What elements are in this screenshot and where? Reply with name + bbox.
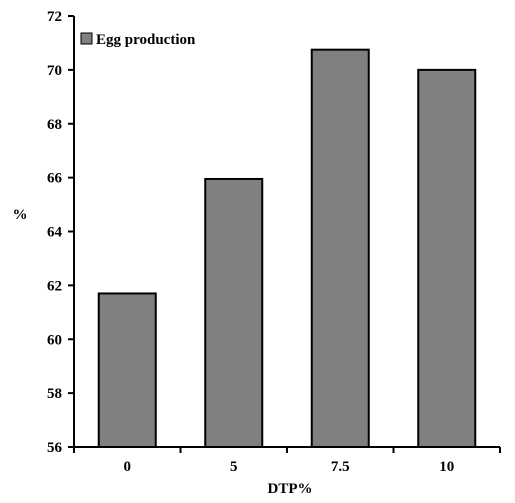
y-tick-label: 66 — [47, 171, 63, 187]
y-tick-label: 58 — [47, 386, 62, 402]
y-tick-label: 60 — [47, 332, 62, 348]
x-ticks: 0 5 7.5 10 — [73, 447, 501, 475]
legend-label: Egg production — [96, 32, 196, 48]
bar-7.5 — [310, 48, 370, 448]
x-tick-label: 10 — [439, 459, 454, 475]
legend-swatch — [80, 32, 93, 45]
bar-0 — [97, 292, 157, 448]
y-tick-label: 68 — [47, 117, 62, 133]
bar-10 — [417, 68, 477, 448]
legend: Egg production — [80, 32, 196, 48]
y-ticks: 56 58 60 62 64 66 68 70 72 — [47, 9, 74, 456]
x-tick-label: 0 — [124, 459, 132, 475]
x-tick-label: 5 — [230, 459, 238, 475]
x-axis-label: DTP% — [268, 481, 313, 497]
y-tick-label: 70 — [47, 63, 62, 79]
bar-5 — [204, 177, 264, 449]
y-tick-label: 64 — [47, 225, 63, 241]
y-tick-label: 56 — [47, 440, 63, 456]
y-tick-label: 62 — [47, 278, 62, 294]
y-axis-label: % — [13, 207, 28, 223]
y-tick-label: 72 — [47, 9, 62, 25]
x-tick-label: 7.5 — [331, 459, 350, 475]
bars — [97, 48, 477, 449]
